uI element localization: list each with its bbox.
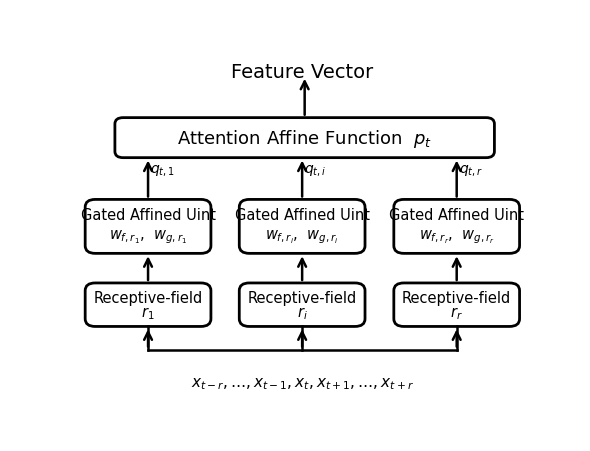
Text: $r_i$: $r_i$ xyxy=(297,304,307,321)
Text: Attention Affine Function  $p_t$: Attention Affine Function $p_t$ xyxy=(177,127,432,149)
Text: Receptive-field: Receptive-field xyxy=(248,290,357,305)
FancyBboxPatch shape xyxy=(394,200,520,254)
FancyBboxPatch shape xyxy=(85,283,211,327)
FancyBboxPatch shape xyxy=(115,118,494,158)
Text: Gated Affined Uint: Gated Affined Uint xyxy=(81,208,215,223)
FancyBboxPatch shape xyxy=(85,200,211,254)
Text: $r_1$: $r_1$ xyxy=(141,304,155,321)
Text: $r_r$: $r_r$ xyxy=(450,304,463,321)
Text: $w_{f,r_i}$,  $w_{g,r_i}$: $w_{f,r_i}$, $w_{g,r_i}$ xyxy=(266,228,339,245)
Text: Receptive-field: Receptive-field xyxy=(93,290,203,305)
Text: $q_{t,i}$: $q_{t,i}$ xyxy=(304,164,327,179)
Text: Feature Vector: Feature Vector xyxy=(231,63,373,82)
FancyBboxPatch shape xyxy=(240,200,365,254)
FancyBboxPatch shape xyxy=(240,283,365,327)
Text: Gated Affined Uint: Gated Affined Uint xyxy=(235,208,370,223)
Text: $q_{t,1}$: $q_{t,1}$ xyxy=(150,164,175,179)
Text: $w_{f,r_r}$,  $w_{g,r_r}$: $w_{f,r_r}$, $w_{g,r_r}$ xyxy=(419,228,494,245)
Text: Gated Affined Uint: Gated Affined Uint xyxy=(389,208,524,223)
Text: $x_{t-r},\ldots,x_{t-1},x_t,x_{t+1},\ldots,x_{t+r}$: $x_{t-r},\ldots,x_{t-1},x_t,x_{t+1},\ldo… xyxy=(191,375,414,391)
FancyBboxPatch shape xyxy=(394,283,520,327)
Text: $q_{t,r}$: $q_{t,r}$ xyxy=(459,164,483,179)
Text: $w_{f,r_1}$,  $w_{g,r_1}$: $w_{f,r_1}$, $w_{g,r_1}$ xyxy=(109,228,187,245)
Text: Receptive-field: Receptive-field xyxy=(402,290,512,305)
